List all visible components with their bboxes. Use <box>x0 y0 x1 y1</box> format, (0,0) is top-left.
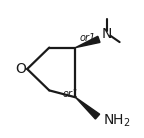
Text: N: N <box>102 27 112 42</box>
Text: O: O <box>15 62 26 76</box>
Text: or1: or1 <box>80 33 96 43</box>
Polygon shape <box>75 36 100 48</box>
Text: NH$_2$: NH$_2$ <box>103 113 131 129</box>
Text: or1: or1 <box>63 89 79 99</box>
Polygon shape <box>75 97 100 119</box>
